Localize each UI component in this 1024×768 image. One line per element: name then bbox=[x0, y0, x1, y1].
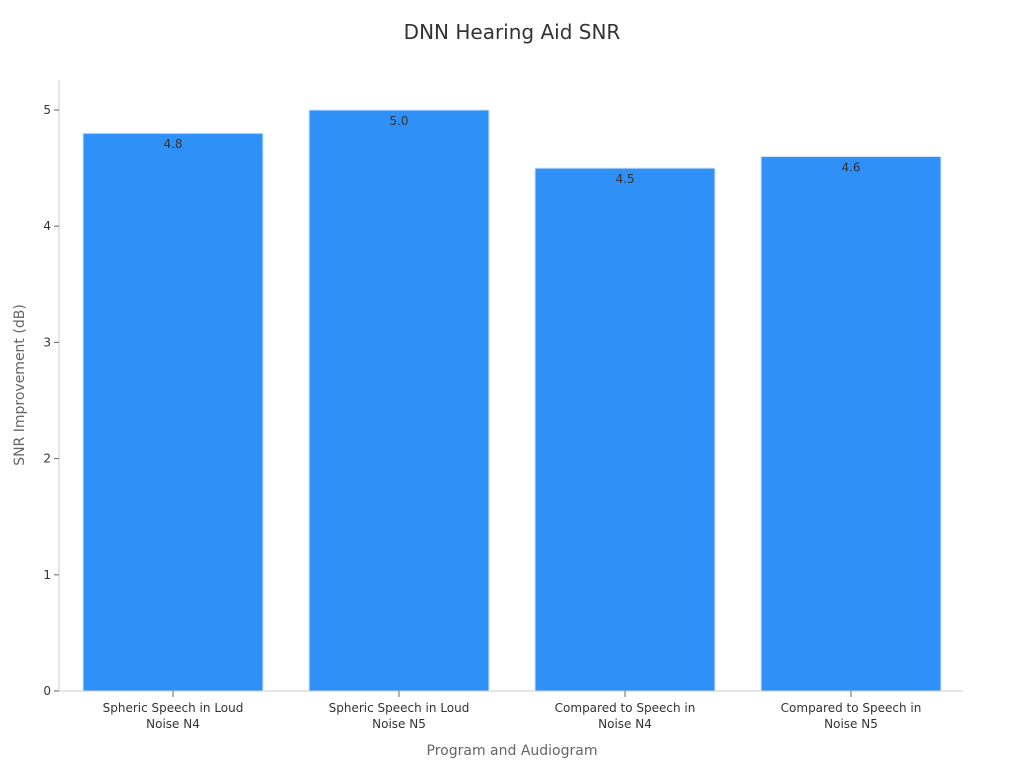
x-tick-label: Compared to Speech in bbox=[555, 701, 696, 715]
y-tick-label: 3 bbox=[43, 335, 51, 349]
x-tick-label: Compared to Speech in bbox=[781, 701, 922, 715]
data-label: 4.8 bbox=[163, 137, 182, 151]
bar bbox=[760, 155, 942, 692]
x-tick-label: Noise N4 bbox=[598, 717, 652, 731]
bar bbox=[82, 132, 264, 692]
x-tick-label: Noise N4 bbox=[146, 717, 200, 731]
x-tick-label: Noise N5 bbox=[824, 717, 878, 731]
bar bbox=[308, 109, 490, 692]
x-tick-label: Spheric Speech in Loud bbox=[103, 701, 244, 715]
bar bbox=[534, 167, 716, 692]
chart-title: DNN Hearing Aid SNR bbox=[403, 20, 621, 44]
bars-layer bbox=[82, 109, 942, 692]
axes-layer bbox=[54, 80, 963, 697]
data-label: 5.0 bbox=[389, 114, 408, 128]
data-label: 4.5 bbox=[615, 172, 634, 186]
x-tick-label: Spheric Speech in Loud bbox=[329, 701, 470, 715]
y-tick-label: 2 bbox=[43, 452, 51, 466]
y-tick-label: 4 bbox=[43, 219, 51, 233]
y-tick-label: 0 bbox=[43, 684, 51, 698]
x-axis-title: Program and Audiogram bbox=[427, 743, 598, 759]
y-tick-label: 1 bbox=[43, 568, 51, 582]
data-label: 4.6 bbox=[841, 160, 860, 174]
y-tick-label: 5 bbox=[43, 103, 51, 117]
y-axis-title: SNR Improvement (dB) bbox=[12, 304, 28, 466]
labels-layer: 0 1 2 3 4 5 4.8 Spheric Speech in Loud Noise N4 5… bbox=[43, 103, 921, 731]
x-tick-label: Noise N5 bbox=[372, 717, 426, 731]
